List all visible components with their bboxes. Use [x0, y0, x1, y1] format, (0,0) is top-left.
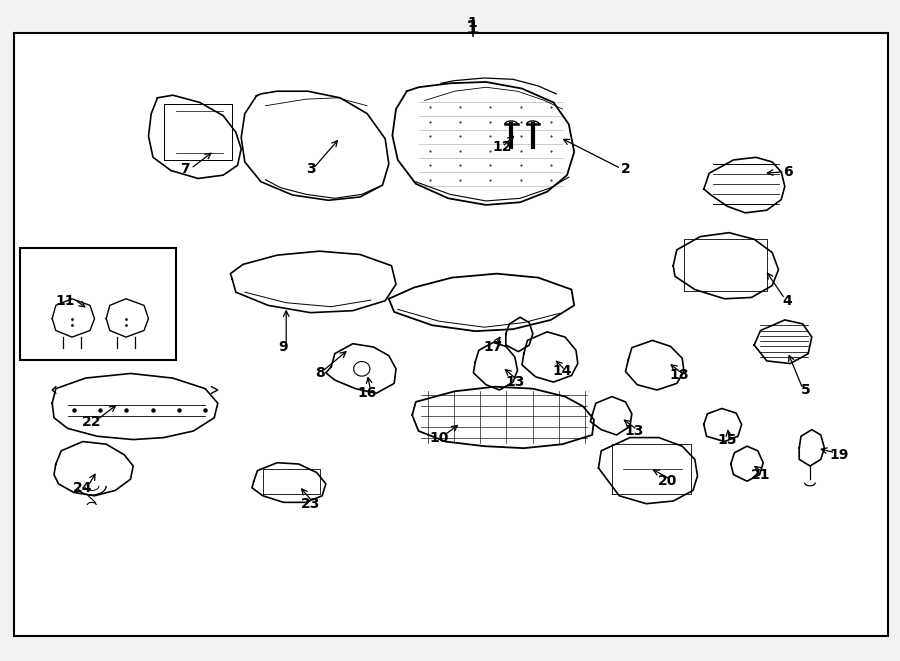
Text: 9: 9: [279, 340, 288, 354]
Text: 19: 19: [829, 447, 849, 462]
Text: 21: 21: [751, 467, 770, 482]
Text: 18: 18: [670, 368, 689, 383]
Text: 5: 5: [801, 383, 810, 397]
Text: 13: 13: [505, 375, 525, 389]
Text: 3: 3: [306, 161, 315, 176]
Text: 13: 13: [625, 424, 644, 438]
Text: 11: 11: [55, 293, 75, 308]
Text: 4: 4: [783, 293, 792, 308]
Bar: [20, 248, 176, 360]
Text: 15: 15: [717, 432, 737, 447]
Text: 8: 8: [315, 366, 324, 381]
Text: 1: 1: [468, 16, 477, 30]
Text: 23: 23: [301, 496, 320, 511]
Text: 2: 2: [621, 161, 630, 176]
Text: 7: 7: [180, 161, 189, 176]
Text: 10: 10: [429, 430, 449, 445]
Text: 16: 16: [357, 386, 377, 401]
Text: 12: 12: [492, 139, 512, 154]
Text: 1: 1: [465, 19, 480, 38]
Text: 6: 6: [783, 165, 792, 179]
Text: 14: 14: [553, 364, 572, 379]
Text: 17: 17: [483, 340, 503, 354]
Text: 22: 22: [82, 414, 102, 429]
Text: 24: 24: [73, 481, 93, 495]
Text: 20: 20: [658, 474, 678, 488]
